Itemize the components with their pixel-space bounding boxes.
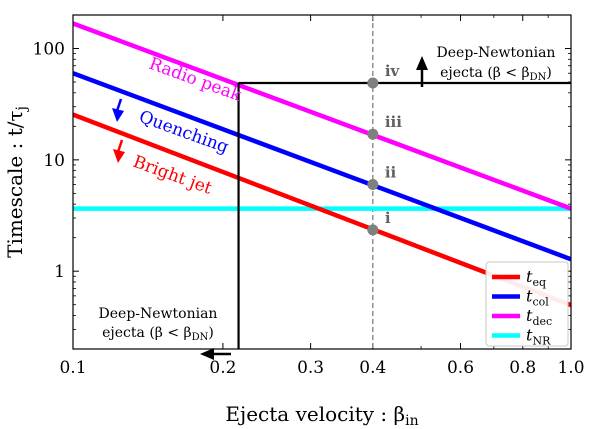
marker-point xyxy=(367,128,379,140)
x-tick-label: 0.8 xyxy=(509,358,536,378)
bright-jet-arrow xyxy=(113,139,125,163)
marker-label: iii xyxy=(385,113,402,131)
bright-jet-label: Bright jet xyxy=(130,152,214,199)
x-tick-label: 0.3 xyxy=(297,358,324,378)
quenching-arrow xyxy=(112,98,124,122)
legend-label-eq: teq xyxy=(526,267,546,289)
marker-label: i xyxy=(385,209,391,227)
x-tick-label: 0.2 xyxy=(209,358,236,378)
marker-label: iv xyxy=(385,62,401,80)
x-tick-label: 1.0 xyxy=(557,358,584,378)
deep-newtonian-bottom-line2: ejecta (β < βDN) xyxy=(102,325,214,343)
x-tick-label: 0.1 xyxy=(59,358,86,378)
x-tick-label: 0.4 xyxy=(359,358,386,378)
legend-label-dec: tdec xyxy=(526,306,552,328)
deep-newtonian-bottom-line1: Deep-Newtonian xyxy=(99,306,218,322)
y-tick-label: 10 xyxy=(43,151,65,171)
deep-newtonian-top-line2: ejecta (β < βDN) xyxy=(440,65,552,83)
y-tick-label: 1 xyxy=(54,262,65,282)
legend-label-col: tcol xyxy=(526,287,549,309)
plot-frame xyxy=(72,14,572,350)
deep-newtonian-up-arrow xyxy=(416,56,428,87)
y-axis-label: Timescale : t/τj xyxy=(3,106,30,258)
series-line-dec xyxy=(73,21,571,211)
marker-point xyxy=(367,179,379,191)
data-layer xyxy=(73,15,571,349)
legend-box xyxy=(485,261,569,347)
legend-label-nr: tNR xyxy=(526,326,551,348)
marker-label: ii xyxy=(385,164,397,182)
marker-point xyxy=(367,77,379,89)
x-axis-label: Ejecta velocity : βin xyxy=(225,402,418,429)
series-line-col xyxy=(73,71,571,262)
deep-newtonian-top-line1: Deep-Newtonian xyxy=(437,45,556,61)
deep-newtonian-left-arrow xyxy=(200,348,231,360)
marker-point xyxy=(367,224,379,236)
x-tick-label: 0.6 xyxy=(447,358,474,378)
y-tick-label: 100 xyxy=(33,40,65,60)
